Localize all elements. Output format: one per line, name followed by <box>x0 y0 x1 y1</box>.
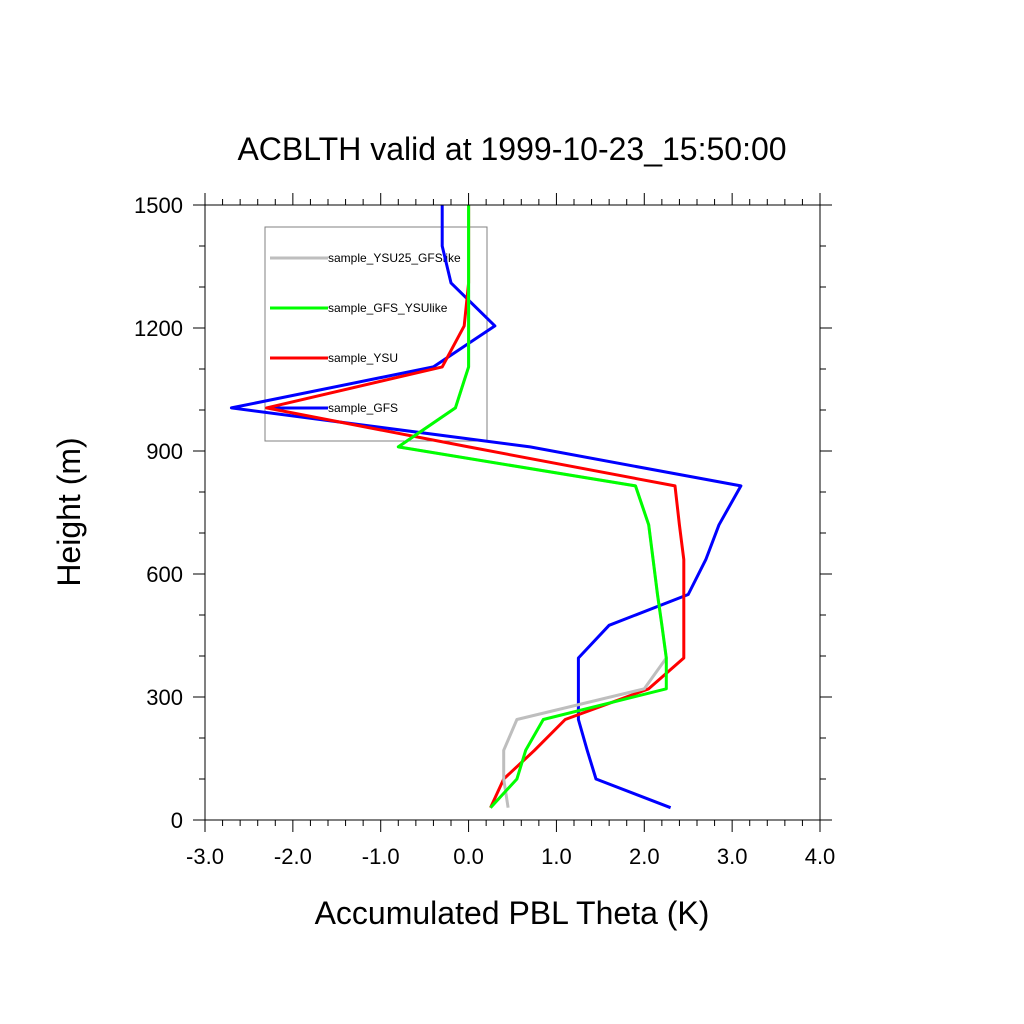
series-line-sample_GFS_YSUlike <box>396 205 668 809</box>
legend-entry: sample_GFS <box>328 401 398 415</box>
y-tick-label: 900 <box>146 439 183 464</box>
x-tick-label: -2.0 <box>274 844 312 869</box>
plot-frame <box>204 204 821 821</box>
legend-entry: sample_GFS_YSUlike <box>328 301 448 315</box>
x-tick-label: -3.0 <box>186 844 224 869</box>
series-layer <box>229 205 743 810</box>
x-tick-label: -1.0 <box>362 844 400 869</box>
x-tick-label: 1.0 <box>541 844 572 869</box>
legend-entry: sample_YSU25_GFSlike <box>328 251 461 265</box>
x-tick-label: 2.0 <box>629 844 660 869</box>
x-axis-label: Accumulated PBL Theta (K) <box>315 895 710 931</box>
y-tick-label: 1200 <box>134 316 183 341</box>
axis-ticks: -3.0 -2.0 -1.0 0.0 1.0 2.0 3.0 4.0 0 300 600 900 120… <box>134 193 835 869</box>
y-axis-label: Height (m) <box>51 437 87 586</box>
series-line-sample_GFS <box>229 205 743 810</box>
legend-frame <box>264 226 488 442</box>
legend-entry: sample_YSU <box>328 351 398 365</box>
y-tick-label: 300 <box>146 685 183 710</box>
y-tick-label: 0 <box>171 808 183 833</box>
x-tick-label: 0.0 <box>453 844 484 869</box>
series-line-sample_YSU <box>265 205 686 809</box>
chart-title: ACBLTH valid at 1999-10-23_15:50:00 <box>237 131 786 167</box>
y-tick-label: 600 <box>146 562 183 587</box>
series-line-sample_YSU25_GFSlike <box>396 205 668 808</box>
y-tick-label: 1500 <box>134 193 183 218</box>
x-tick-label: 3.0 <box>717 844 748 869</box>
x-tick-label: 4.0 <box>805 844 836 869</box>
legend: sample_YSU25_GFSlike sample_GFS_YSUlikesa… <box>264 226 488 442</box>
